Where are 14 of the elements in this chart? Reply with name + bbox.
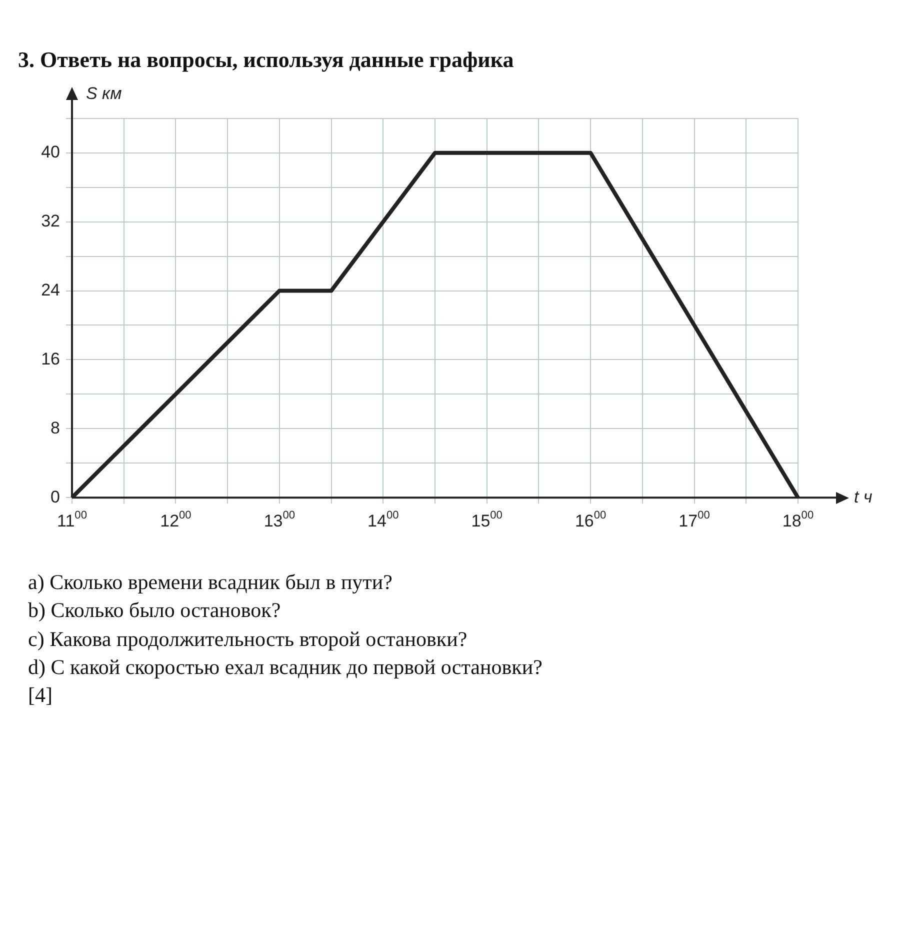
y-tick-label: 8 (50, 418, 60, 438)
y-tick-label: 16 (41, 349, 60, 368)
text: [4] (28, 682, 54, 710)
y-axis-title: S км (86, 84, 122, 104)
y-tick-label: 24 (41, 280, 60, 300)
text: a) Сколько времени всадник был в пути? (28, 569, 394, 596)
y-tick-label: 32 (41, 212, 60, 231)
text: b) Сколько было остановок? (28, 597, 282, 624)
chart-title: 3. Ответь на вопросы, используя данные графика (18, 46, 514, 72)
x-axis-title: t ч (854, 487, 872, 506)
y-tick-label: 0 (50, 487, 60, 506)
y-tick-label: 40 (41, 142, 60, 162)
text: d) С какой скоростью ехал всадник до первой остановки? (28, 654, 544, 682)
text: c) Какова продолжительность второй остановки? (28, 626, 468, 653)
